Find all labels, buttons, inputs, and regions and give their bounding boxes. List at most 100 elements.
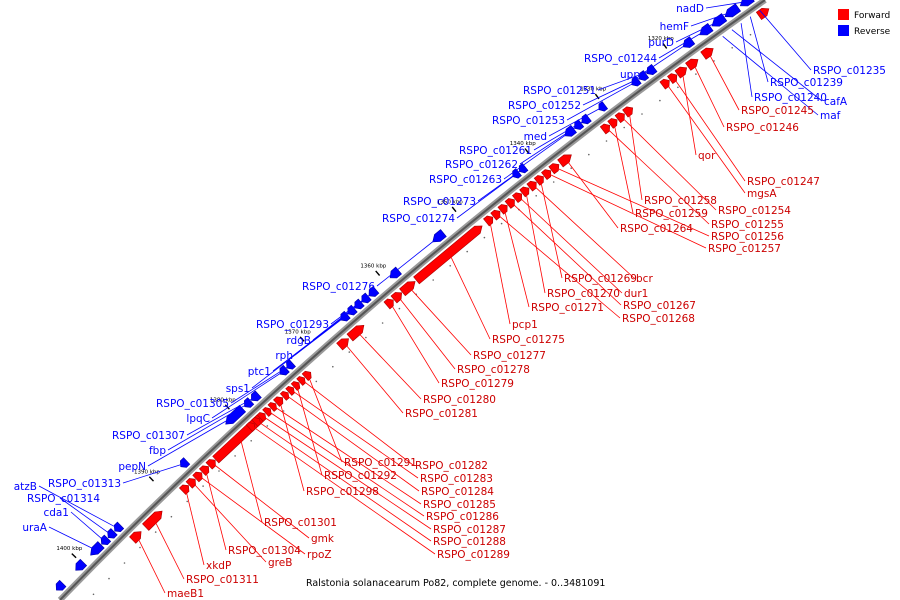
gene-RSPO_c01288[interactable] xyxy=(251,417,261,427)
gene-label[interactable]: RSPO_c01307 xyxy=(112,430,185,442)
gene-label[interactable]: RSPO_c01257 xyxy=(708,243,781,255)
gene-label[interactable]: RSPO_c01267 xyxy=(623,300,696,312)
gene-greB[interactable] xyxy=(185,478,196,489)
gene-label[interactable]: RSPO_c01313 xyxy=(48,478,121,490)
gene-label[interactable]: RSPO_c01285 xyxy=(423,499,496,511)
gene-label[interactable]: atzB xyxy=(14,481,37,493)
gene-RSPO_c01283[interactable] xyxy=(285,385,295,396)
gene-reverse-feature[interactable] xyxy=(75,558,88,571)
gene-label[interactable]: RSPO_c01263 xyxy=(429,174,502,186)
gene-RSPO_c01281[interactable] xyxy=(336,338,349,351)
gene-RSPO_c01257[interactable] xyxy=(541,169,552,181)
gene-label[interactable]: RSPO_c01245 xyxy=(741,105,814,117)
gene-label[interactable]: RSPO_c01305 xyxy=(156,398,229,410)
gene-RSPO_c01278[interactable] xyxy=(390,292,403,304)
gene-RSPO_c01275[interactable] xyxy=(413,225,483,285)
gene-mgsA[interactable] xyxy=(659,78,670,90)
gene-label[interactable]: maeB1 xyxy=(167,588,204,600)
gene-label[interactable]: RSPO_c01258 xyxy=(644,195,717,207)
gene-label[interactable]: RSPO_c01246 xyxy=(726,122,799,134)
gene-label[interactable]: greB xyxy=(268,557,292,569)
gene-label[interactable]: RSPO_c01240 xyxy=(754,92,827,104)
gene-sps1[interactable] xyxy=(340,310,351,322)
gene-label[interactable]: RSPO_c01279 xyxy=(441,378,514,390)
gene-label[interactable]: RSPO_c01259 xyxy=(635,208,708,220)
gene-label[interactable]: RSPO_c01281 xyxy=(405,408,478,420)
gene-label[interactable]: RSPO_c01270 xyxy=(547,288,620,300)
gene-RSPO_c01314[interactable] xyxy=(107,528,118,539)
gene-label[interactable]: rph xyxy=(275,350,293,362)
gene-xkdP[interactable] xyxy=(178,484,190,495)
gene-RSPO_c01255[interactable] xyxy=(599,123,611,135)
gene-label[interactable]: qor xyxy=(698,150,716,162)
gene-RSPO_c01311[interactable] xyxy=(142,510,163,531)
gene-RSPO_c01305[interactable] xyxy=(286,359,296,370)
gene-label[interactable]: rdgB xyxy=(286,335,311,347)
gene-label[interactable]: RSPO_c01311 xyxy=(186,574,259,586)
gene-label[interactable]: fbp xyxy=(149,445,166,457)
gene-label[interactable]: nadD xyxy=(676,3,704,15)
gene-label[interactable]: cda1 xyxy=(43,507,69,519)
gene-label[interactable]: mgsA xyxy=(747,188,777,200)
gene-label[interactable]: med xyxy=(524,131,547,143)
gene-RSPO_c01252[interactable] xyxy=(638,70,650,81)
gene-label[interactable]: RSPO_c01268 xyxy=(622,313,695,325)
gene-label[interactable]: RSPO_c01247 xyxy=(747,176,820,188)
gene-label[interactable]: RSPO_c01283 xyxy=(420,473,493,485)
gene-gmk[interactable] xyxy=(205,459,216,470)
gene-label[interactable]: RSPO_c01239 xyxy=(770,77,843,89)
gene-RSPO_c01307[interactable] xyxy=(251,390,262,402)
gene-RSPO_c01280[interactable] xyxy=(346,324,365,342)
gene-RSPO_c01264[interactable] xyxy=(557,154,572,168)
gene-label[interactable]: RSPO_c01275 xyxy=(492,334,565,346)
gene-maeB1[interactable] xyxy=(129,531,142,544)
gene-label[interactable]: pcp1 xyxy=(512,319,538,331)
gene-hemF[interactable] xyxy=(724,3,742,18)
gene-label[interactable]: bcr xyxy=(636,273,653,285)
gene-label[interactable]: RSPO_c01314 xyxy=(27,493,100,505)
gene-RSPO_c01313[interactable] xyxy=(179,457,191,468)
gene-label[interactable]: rpoZ xyxy=(307,549,332,561)
gene-RSPO_c01289[interactable] xyxy=(245,422,256,432)
gene-RSPO_c01247[interactable] xyxy=(667,73,678,85)
gene-label[interactable]: RSPO_c01289 xyxy=(437,549,510,561)
gene-label[interactable]: RSPO_c01253 xyxy=(492,115,565,127)
gene-label[interactable]: RSPO_c01256 xyxy=(711,231,784,243)
gene-fbp[interactable] xyxy=(243,397,255,408)
gene-label[interactable]: RSPO_c01262 xyxy=(445,159,518,171)
gene-label[interactable]: lpqC xyxy=(186,413,210,425)
gene-reverse-feature[interactable] xyxy=(55,579,67,591)
gene-label[interactable]: RSPO_c01254 xyxy=(718,205,791,217)
gene-label[interactable]: RSPO_c01255 xyxy=(711,219,784,231)
gene-label[interactable]: RSPO_c01292 xyxy=(324,470,397,482)
gene-label[interactable]: uraA xyxy=(22,522,47,534)
gene-purD[interactable] xyxy=(711,13,728,27)
gene-label[interactable]: maf xyxy=(820,110,841,122)
gene-label[interactable]: purD xyxy=(648,37,674,49)
gene-label[interactable]: ptc1 xyxy=(248,366,271,378)
gene-RSPO_c01268[interactable] xyxy=(490,209,501,221)
gene-label[interactable]: hemF xyxy=(660,21,689,33)
gene-qor[interactable] xyxy=(674,66,688,79)
gene-RSPO_c01258[interactable] xyxy=(622,106,634,118)
gene-lpqC[interactable] xyxy=(279,364,290,376)
gene-nadD[interactable] xyxy=(739,0,755,7)
gene-RSPO_c01262[interactable] xyxy=(574,119,585,130)
gene-med[interactable] xyxy=(598,101,609,112)
gene-pcp1[interactable] xyxy=(483,215,494,227)
gene-label[interactable]: upp xyxy=(620,69,640,81)
gene-RSPO_c01285[interactable] xyxy=(267,402,278,412)
gene-label[interactable]: sps1 xyxy=(226,383,250,395)
gene-label[interactable]: RSPO_c01291 xyxy=(344,457,417,469)
gene-RSPO_c01286[interactable] xyxy=(262,407,272,417)
gene-label[interactable]: RSPO_c01271 xyxy=(531,302,604,314)
gene-label[interactable]: RSPO_c01251 xyxy=(523,85,596,97)
gene-RSPO_c01273[interactable] xyxy=(518,162,529,174)
gene-atzB[interactable] xyxy=(113,521,125,533)
gene-label[interactable]: dur1 xyxy=(624,288,648,300)
gene-RSPO_c01245[interactable] xyxy=(700,47,714,60)
gene-label[interactable]: RSPO_c01301 xyxy=(264,517,337,529)
gene-label[interactable]: RSPO_c01287 xyxy=(433,524,506,536)
gene-uraA[interactable] xyxy=(90,541,105,556)
gene-label[interactable]: RSPO_c01298 xyxy=(306,486,379,498)
